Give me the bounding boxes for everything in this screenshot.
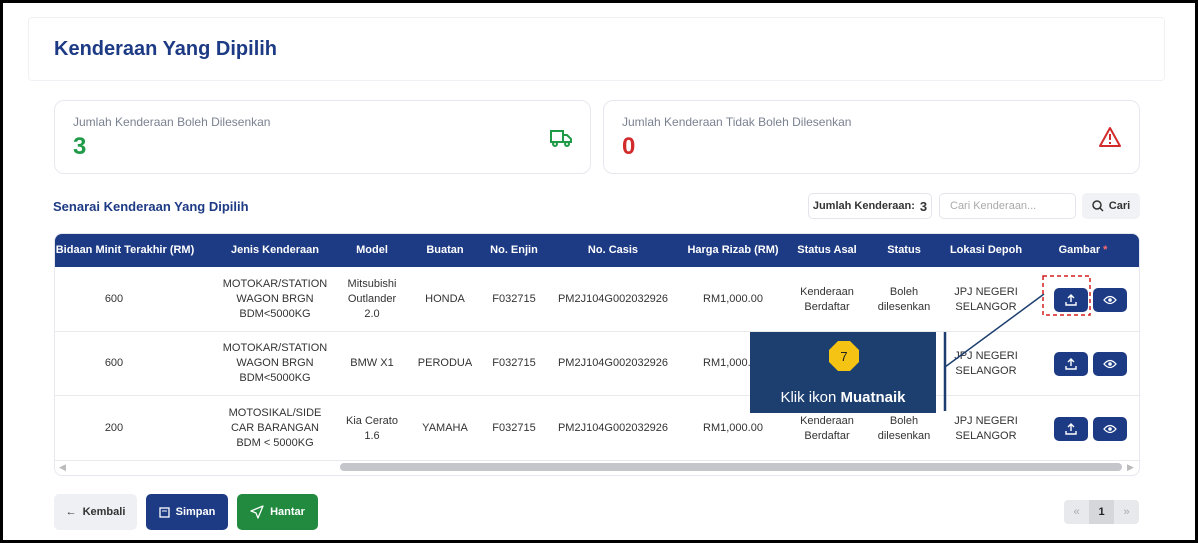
- table-cell: Kia Cerato 1.6: [346, 414, 398, 442]
- stat-card: Jumlah Kenderaan Boleh Dilesenkan 3: [54, 100, 591, 174]
- upload-button[interactable]: [1054, 287, 1088, 312]
- step-badge: 7: [829, 341, 859, 371]
- table-cell: YAMAHA: [422, 422, 468, 434]
- callout-emphasis: Muatnaik: [840, 389, 906, 406]
- table-cell: MOTOSIKAL/SIDE CAR BARANGAN BDM < 5000KG: [228, 407, 322, 449]
- search-input[interactable]: Cari Kenderaan...: [939, 193, 1076, 219]
- table-cell: JPJ NEGERI SELANGOR: [954, 349, 1018, 377]
- table-cell: 200: [104, 422, 124, 434]
- save-button[interactable]: Simpan: [146, 494, 228, 530]
- page-next[interactable]: »: [1114, 500, 1139, 524]
- column-header: Model: [356, 244, 388, 256]
- column-header: Status Asal: [797, 244, 857, 256]
- table-cell: Boleh dilesenkan: [877, 414, 931, 442]
- submit-text: Hantar: [270, 506, 305, 518]
- callout: 7 Klik ikon Muatnaik: [750, 332, 936, 413]
- column-header: Harga Rizab (RM): [687, 244, 779, 256]
- eye-icon: [1103, 424, 1117, 433]
- table-cell: PM2J104G002032926: [557, 293, 669, 305]
- table-cell: 600: [104, 357, 124, 369]
- view-button[interactable]: [1093, 287, 1127, 312]
- column-header: No. Enjin: [490, 244, 538, 256]
- count-box: Jumlah Kenderaan: 3: [808, 193, 932, 219]
- submit-button[interactable]: Hantar: [237, 494, 318, 530]
- table-cell: JPJ NEGERI SELANGOR: [954, 285, 1018, 313]
- column-header: Status: [887, 244, 921, 256]
- stat-card: Jumlah Kenderaan Tidak Boleh Dilesenkan …: [603, 100, 1140, 174]
- search-icon: [1092, 200, 1104, 212]
- truck-icon: [550, 130, 572, 147]
- table-cell: HONDA: [425, 293, 465, 305]
- column-header: Jenis Kenderaan: [230, 244, 320, 256]
- table-cell: PM2J104G002032926: [557, 422, 669, 434]
- table-cell: RM1,000.00: [703, 422, 763, 434]
- header-card: Kenderaan Yang Dipilih: [28, 17, 1165, 81]
- send-icon: [250, 505, 264, 519]
- table-cell: Mitsubishi Outlander 2.0: [347, 278, 397, 320]
- back-text: Kembali: [82, 506, 126, 518]
- table-cell: PM2J104G002032926: [557, 357, 669, 369]
- table-cell: Kenderaan Berdaftar: [800, 285, 854, 313]
- stat-label: Jumlah Kenderaan Tidak Boleh Dilesenkan: [622, 115, 852, 129]
- table-cell: MOTOKAR/STATION WAGON BRGN BDM<5000KG: [222, 342, 328, 384]
- upload-button[interactable]: [1054, 351, 1088, 376]
- eye-icon: [1103, 359, 1117, 368]
- table-cell: RM1,000.00: [703, 357, 763, 369]
- table-row: [55, 331, 1139, 396]
- column-header: kan Bidaan Minit Terakhir (RM): [55, 244, 195, 256]
- stat-value: 3: [73, 133, 87, 160]
- table-cell: F032715: [492, 293, 536, 305]
- count-value: 3: [919, 198, 928, 214]
- page-title: Kenderaan Yang Dipilih: [54, 38, 278, 60]
- scroll-right[interactable]: ▶: [1127, 462, 1134, 472]
- scroll-left[interactable]: ◀: [59, 462, 66, 472]
- upload-icon: [1065, 357, 1077, 370]
- upload-button[interactable]: [1054, 416, 1088, 441]
- table-cell: 600: [104, 293, 124, 305]
- table-cell: Kenderaan Berdaftar: [800, 414, 854, 442]
- count-label: Jumlah Kenderaan:: [812, 200, 915, 212]
- callout-text: Klik ikon Muatnaik: [750, 389, 936, 406]
- upload-icon: [1065, 422, 1077, 435]
- table-cell: Boleh dilesenkan: [877, 285, 931, 313]
- view-button[interactable]: [1093, 416, 1127, 441]
- required-marker: *: [1103, 244, 1108, 256]
- table-cell: F032715: [492, 357, 536, 369]
- table-cell: F032715: [492, 422, 536, 434]
- scrollbar[interactable]: [340, 463, 1122, 471]
- back-button[interactable]: ← Kembali: [54, 494, 137, 530]
- save-text: Simpan: [175, 506, 216, 518]
- page-prev[interactable]: «: [1064, 500, 1089, 524]
- save-icon: [158, 506, 170, 518]
- eye-icon: [1103, 295, 1117, 304]
- view-button[interactable]: [1093, 351, 1127, 376]
- search-button[interactable]: Cari: [1082, 193, 1140, 219]
- table-cell: BMW X1: [350, 357, 394, 369]
- table-cell: MOTOKAR/STATION WAGON BRGN BDM<5000KG: [222, 278, 328, 320]
- table-header: [55, 234, 1139, 267]
- warning-icon: [1099, 127, 1121, 147]
- stat-label: Jumlah Kenderaan Boleh Dilesenkan: [73, 115, 271, 129]
- table-row: [55, 396, 1139, 461]
- table-row: [55, 267, 1139, 332]
- column-header: Gambar *: [1058, 244, 1108, 256]
- column-header: Lokasi Depoh: [949, 244, 1023, 256]
- arrow-icon: ←: [65, 506, 77, 518]
- list-title: Senarai Kenderaan Yang Dipilih: [53, 199, 249, 214]
- column-header: No. Casis: [587, 244, 639, 256]
- upload-icon: [1065, 293, 1077, 306]
- table-cell: JPJ NEGERI SELANGOR: [954, 414, 1018, 442]
- stat-value: 0: [622, 133, 636, 160]
- column-header: Buatan: [426, 244, 464, 256]
- callout-plain: Klik ikon: [780, 389, 837, 406]
- table-cell: RM1,000.00: [703, 293, 763, 305]
- search-text: Cari: [1108, 200, 1131, 212]
- page-current[interactable]: 1: [1089, 500, 1114, 524]
- table-cell: PERODUA: [417, 357, 473, 369]
- table: ◀ ▶ kan Bidaan Minit Terakhir (RM) Jenis …: [54, 233, 1140, 476]
